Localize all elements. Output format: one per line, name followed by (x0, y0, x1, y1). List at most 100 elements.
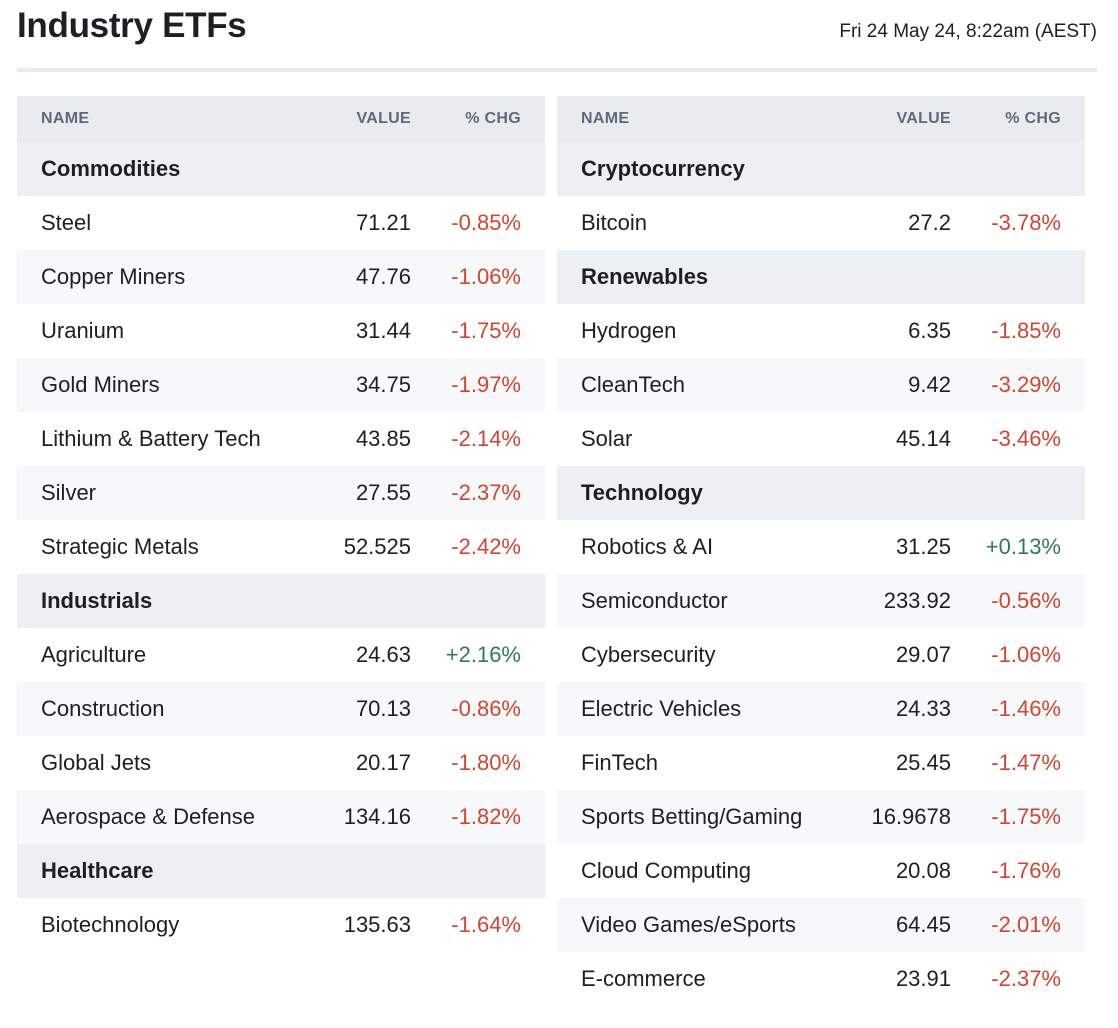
group-header: Cryptocurrency (557, 142, 1085, 196)
etf-name[interactable]: Lithium & Battery Tech (41, 426, 261, 451)
etf-name[interactable]: Electric Vehicles (581, 696, 742, 721)
table-row[interactable]: CleanTech 9.42 -3.29% (557, 358, 1085, 412)
etf-name[interactable]: Construction (41, 696, 165, 721)
etf-change: -1.75% (451, 318, 521, 343)
etf-name[interactable]: Sports Betting/Gaming (581, 804, 803, 829)
etf-name[interactable]: Silver (41, 480, 97, 505)
etf-name[interactable]: Video Games/eSports (581, 912, 796, 937)
group-name: Renewables (581, 264, 709, 289)
etf-name[interactable]: Strategic Metals (41, 534, 199, 559)
etf-name[interactable]: E-commerce (581, 966, 706, 991)
etf-value: 47.76 (355, 264, 411, 289)
table-row[interactable]: Aerospace & Defense 134.16 -1.82% (17, 790, 545, 844)
etf-change: -1.06% (991, 642, 1061, 667)
page-header: Industry ETFs Fri 24 May 24, 8:22am (AES… (17, 0, 1097, 72)
etf-name[interactable]: Steel (41, 210, 92, 235)
table-header: NAME VALUE % CHG (17, 96, 545, 142)
etf-change: -1.75% (991, 804, 1061, 829)
etf-value: 16.9678 (871, 804, 951, 829)
table-row[interactable]: Uranium 31.44 -1.75% (17, 304, 545, 358)
etf-value: 24.63 (355, 642, 411, 667)
etf-value: 27.2 (908, 210, 951, 235)
etf-value: 23.91 (895, 966, 951, 991)
etf-name[interactable]: Gold Miners (41, 372, 160, 397)
table-row[interactable]: Silver 27.55 -2.37% (17, 466, 545, 520)
group-header: Technology (557, 466, 1085, 520)
group-name: Commodities (41, 156, 181, 181)
etf-name[interactable]: Hydrogen (581, 318, 677, 343)
etf-change: -2.01% (991, 912, 1061, 937)
etf-change: -3.46% (991, 426, 1061, 451)
table-row[interactable]: Copper Miners 47.76 -1.06% (17, 250, 545, 304)
etf-value: 9.42 (908, 372, 951, 397)
table-row[interactable]: Construction 70.13 -0.86% (17, 682, 545, 736)
etf-value: 64.45 (895, 912, 951, 937)
group-header: Commodities (17, 142, 545, 196)
group-name: Technology (581, 480, 703, 505)
column-header-value[interactable]: VALUE (896, 110, 951, 127)
table-row[interactable]: Lithium & Battery Tech 43.85 -2.14% (17, 412, 545, 466)
etf-name[interactable]: Aerospace & Defense (41, 804, 256, 829)
etf-name[interactable]: Uranium (41, 318, 125, 343)
table-row[interactable]: Sports Betting/Gaming 16.9678 -1.75% (557, 790, 1085, 844)
table-row[interactable]: Semiconductor 233.92 -0.56% (557, 574, 1085, 628)
etf-value: 71.21 (355, 210, 411, 235)
table-row[interactable]: Steel 71.21 -0.85% (17, 196, 545, 250)
etf-name[interactable]: Robotics & AI (581, 534, 714, 559)
column-header-chg[interactable]: % CHG (465, 110, 521, 127)
etf-name[interactable]: FinTech (581, 750, 659, 775)
table-row[interactable]: FinTech 25.45 -1.47% (557, 736, 1085, 790)
etf-change: -1.64% (451, 912, 521, 937)
table-row[interactable]: Gold Miners 34.75 -1.97% (17, 358, 545, 412)
etf-change: -1.76% (991, 858, 1061, 883)
etf-change: -0.86% (451, 696, 521, 721)
table-row[interactable]: Biotechnology 135.63 -1.64% (17, 898, 545, 952)
etf-change: -1.06% (451, 264, 521, 289)
column-header-name[interactable]: NAME (581, 110, 630, 127)
column-header-value[interactable]: VALUE (356, 110, 411, 127)
etf-value: 29.07 (895, 642, 951, 667)
table-row[interactable]: Global Jets 20.17 -1.80% (17, 736, 545, 790)
etf-name[interactable]: Agriculture (41, 642, 147, 667)
etf-name[interactable]: Solar (581, 426, 633, 451)
etf-table-right: NAME VALUE % CHG Cryptocurrency Bitcoin 27… (557, 96, 1085, 1006)
etf-change: -2.37% (991, 966, 1061, 991)
etf-change: -3.29% (991, 372, 1061, 397)
table-row[interactable]: Bitcoin 27.2 -3.78% (557, 196, 1085, 250)
table-row[interactable]: Agriculture 24.63 +2.16% (17, 628, 545, 682)
group-name: Cryptocurrency (581, 156, 745, 181)
etf-value: 43.85 (355, 426, 411, 451)
etf-name[interactable]: Global Jets (41, 750, 152, 775)
page-title: Industry ETFs (17, 6, 247, 45)
etf-change: -2.42% (451, 534, 521, 559)
etf-name[interactable]: Biotechnology (41, 912, 180, 937)
table-row[interactable]: E-commerce 23.91 -2.37% (557, 952, 1085, 1006)
etf-name[interactable]: Cloud Computing (581, 858, 751, 883)
etf-change: -2.37% (451, 480, 521, 505)
table-row[interactable]: Strategic Metals 52.525 -2.42% (17, 520, 545, 574)
group-header: Industrials (17, 574, 545, 628)
table-row[interactable]: Video Games/eSports 64.45 -2.01% (557, 898, 1085, 952)
etf-name[interactable]: Bitcoin (581, 210, 648, 235)
column-header-name[interactable]: NAME (41, 110, 90, 127)
table-row[interactable]: Solar 45.14 -3.46% (557, 412, 1085, 466)
etf-name[interactable]: Copper Miners (41, 264, 186, 289)
table-row[interactable]: Cybersecurity 29.07 -1.06% (557, 628, 1085, 682)
etf-value: 25.45 (895, 750, 951, 775)
table-row[interactable]: Cloud Computing 20.08 -1.76% (557, 844, 1085, 898)
etf-value: 70.13 (355, 696, 411, 721)
etf-name[interactable]: CleanTech (581, 372, 685, 397)
etf-value: 52.525 (343, 534, 411, 559)
etf-change: -1.80% (451, 750, 521, 775)
etf-value: 34.75 (355, 372, 411, 397)
table-row[interactable]: Hydrogen 6.35 -1.85% (557, 304, 1085, 358)
table-row[interactable]: Robotics & AI 31.25 +0.13% (557, 520, 1085, 574)
etf-change: -1.85% (991, 318, 1061, 343)
table-row[interactable]: Electric Vehicles 24.33 -1.46% (557, 682, 1085, 736)
etf-name[interactable]: Cybersecurity (581, 642, 716, 667)
etf-change: -1.47% (991, 750, 1061, 775)
column-header-chg[interactable]: % CHG (1005, 110, 1061, 127)
timestamp: Fri 24 May 24, 8:22am (AEST) (839, 21, 1097, 42)
etf-name[interactable]: Semiconductor (581, 588, 728, 613)
etf-change: -0.85% (451, 210, 521, 235)
